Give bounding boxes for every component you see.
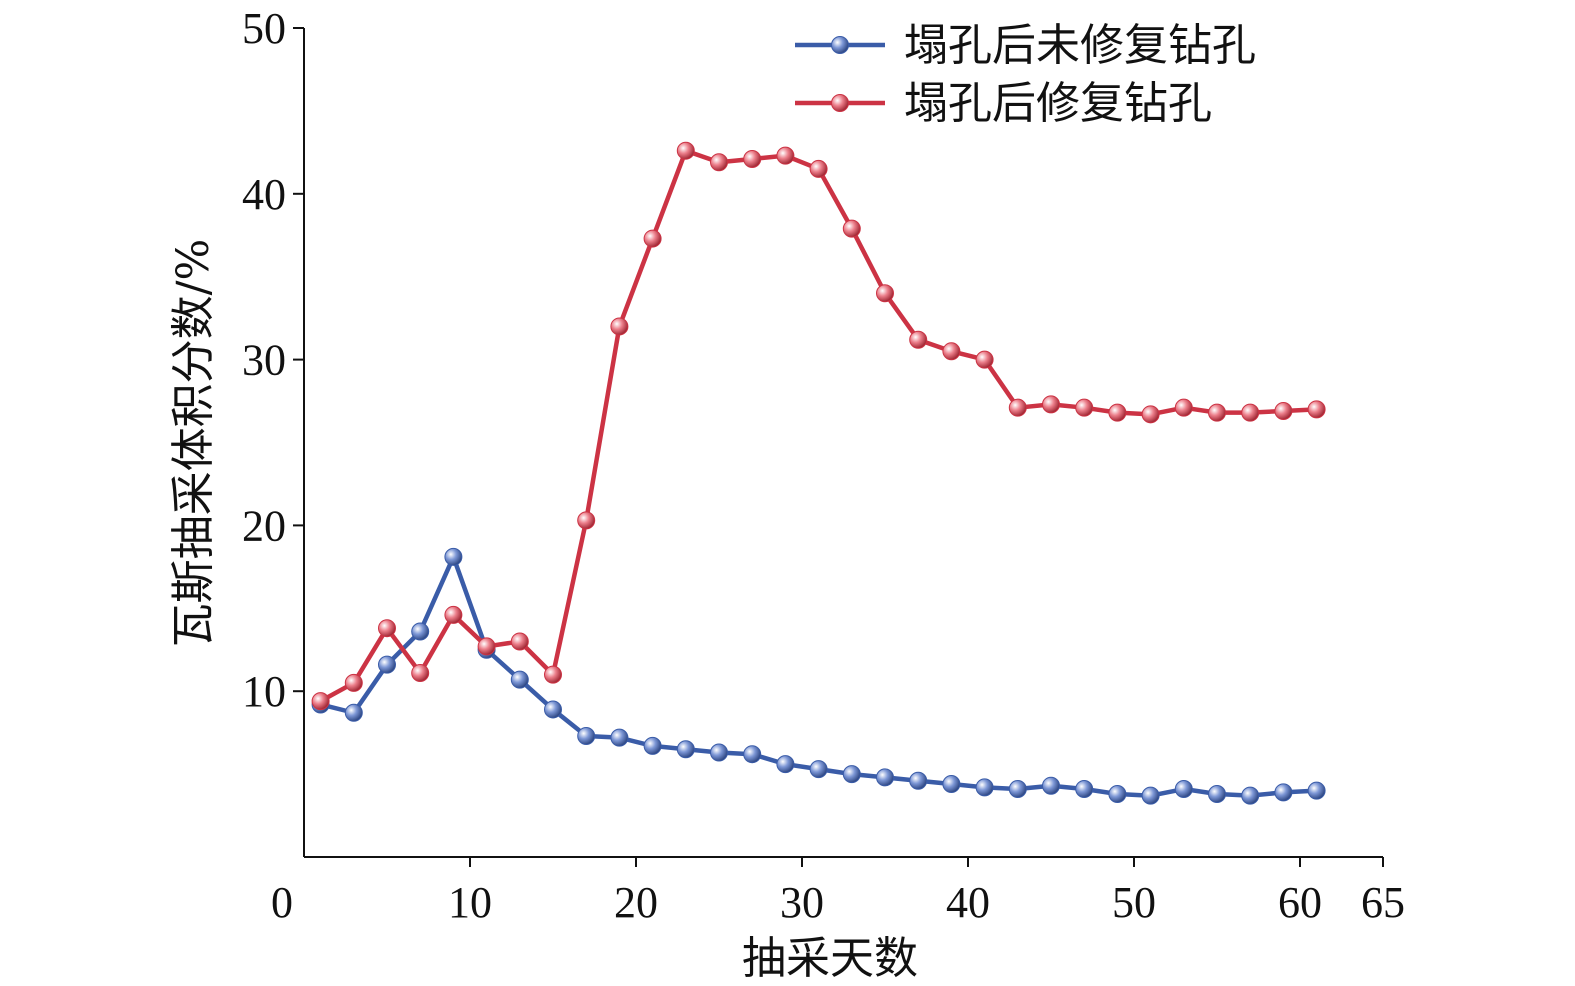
y-tick-label: 20: [242, 501, 286, 550]
x-tick-label: 20: [614, 878, 658, 927]
data-point: [909, 771, 928, 790]
x-tick-label: 30: [780, 878, 824, 927]
data-point: [378, 619, 396, 638]
data-point: [1274, 401, 1293, 420]
data-point: [809, 159, 828, 178]
axes: [303, 28, 1383, 858]
data-point: [1174, 780, 1193, 799]
data-point: [610, 317, 629, 336]
data-point: [344, 703, 363, 722]
data-point: [1241, 786, 1260, 805]
data-point: [1008, 398, 1027, 417]
data-point: [1108, 403, 1127, 422]
x-tick-label: 10: [448, 878, 492, 927]
legend-label: 塌孔后修复钻孔: [904, 78, 1212, 129]
legend-marker: [831, 36, 849, 54]
data-point: [876, 284, 894, 303]
data-point: [676, 141, 695, 160]
y-axis-title: 瓦斯抽采体积分数/%: [168, 239, 219, 648]
data-point: [1108, 784, 1127, 803]
x-tick-label: 50: [1112, 878, 1156, 927]
data-point: [1075, 398, 1094, 417]
x-tick-label: 65: [1361, 878, 1405, 927]
data-point: [743, 149, 762, 168]
data-point: [444, 547, 463, 566]
data-point: [842, 765, 861, 784]
data-point: [1075, 780, 1094, 799]
data-point: [411, 622, 430, 641]
data-point: [776, 755, 795, 774]
data-point: [544, 700, 562, 719]
data-point: [643, 229, 662, 248]
data-point: [577, 511, 596, 530]
legend-item: 塌孔后未修复钻孔: [795, 20, 1256, 71]
data-point: [1141, 405, 1160, 424]
data-point: [942, 775, 961, 794]
x-tick-label: 0: [271, 878, 293, 927]
y-tick-label: 30: [242, 336, 286, 385]
data-point: [544, 665, 562, 684]
data-point: [311, 692, 330, 711]
data-point: [1174, 398, 1193, 417]
x-axis-title: 抽采天数: [742, 933, 918, 984]
legend-label: 塌孔后未修复钻孔: [904, 20, 1256, 71]
data-point: [1274, 783, 1293, 802]
data-point: [1042, 395, 1060, 414]
x-ticks: 0 10 20 30 40 50 60 65: [271, 857, 1405, 927]
legend-marker: [831, 94, 849, 112]
y-tick-label: 40: [242, 170, 286, 219]
series-line: [319, 148, 1317, 704]
data-point: [444, 605, 463, 624]
data-point: [1042, 776, 1060, 795]
data-point: [1307, 781, 1326, 800]
data-point: [411, 663, 430, 682]
data-point: [710, 153, 728, 172]
data-point: [1307, 400, 1326, 419]
data-point: [776, 146, 795, 165]
data-point: [676, 740, 695, 759]
data-point: [1141, 786, 1160, 805]
data-point: [876, 768, 894, 787]
data-point: [1208, 784, 1226, 803]
data-point: [510, 632, 529, 651]
legend-item: 塌孔后修复钻孔: [795, 78, 1212, 129]
data-point: [610, 728, 629, 747]
x-tick-label: 40: [946, 878, 990, 927]
data-point: [975, 778, 994, 797]
data-point: [743, 745, 762, 764]
data-point: [1208, 403, 1226, 422]
data-point: [510, 670, 529, 689]
y-ticks: 10 20 30 40 50: [242, 4, 304, 716]
data-point: [842, 219, 861, 238]
data-point: [710, 743, 728, 762]
data-point: [809, 760, 828, 779]
plot-series: [311, 141, 1326, 805]
series-1: [311, 547, 1326, 805]
data-point: [975, 350, 994, 369]
data-point: [477, 637, 496, 656]
data-point: [1241, 403, 1260, 422]
data-point: [1008, 780, 1027, 799]
data-point: [909, 330, 928, 349]
y-tick-label: 10: [242, 667, 286, 716]
data-point: [344, 673, 363, 692]
data-point: [942, 342, 961, 361]
data-point: [577, 726, 596, 745]
series-line: [320, 554, 1317, 798]
data-point: [643, 736, 662, 755]
x-tick-label: 60: [1278, 878, 1322, 927]
data-point: [378, 655, 396, 674]
series-2: [311, 141, 1326, 711]
y-tick-label: 50: [242, 4, 286, 53]
